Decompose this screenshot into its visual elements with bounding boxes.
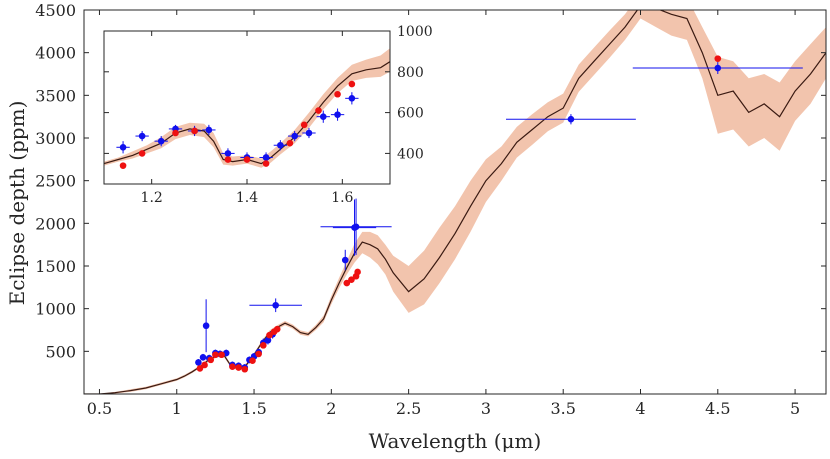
main-red-data-point [196,365,204,372]
inset-blue-data-point [157,137,165,145]
main-blue-data-point [567,115,575,123]
inset-y-tick-label: 800 [397,65,424,81]
inset-red-data-point [286,139,294,147]
main-red-data-point [249,357,256,365]
inset-x-tick-label: 1.6 [331,190,353,206]
main-x-tick-label: 2.5 [396,399,421,418]
main-x-tick-label: 3.5 [550,399,575,418]
main-blue-data-point [272,301,279,309]
main-red-data-point [266,331,273,339]
main-blue-data-point [264,336,272,344]
main-plot-area: 0.5 1 1.5 2 2.5 3 3.5 4 4.5 5 500 1000 1500 2000 2500 3… [35,1,827,418]
inset-blue-data-point [262,154,270,161]
inset-blue-data-point [138,132,146,140]
main-y-tick-label: 2500 [35,172,76,191]
main-blue-data-point [202,322,210,330]
inset-blue-data-point [334,111,341,118]
main-y-tick-label: 500 [45,342,76,361]
main-x-tick-label: 1.5 [241,399,266,418]
main-x-tick-label: 1 [172,399,182,418]
main-blue-data-point [714,64,722,72]
inset-model-uncertainty-band [104,48,390,168]
main-x-tick-label: 4 [635,399,645,418]
main-blue-data-point [341,256,349,264]
inset-red-data-point [172,129,179,137]
inset-y-tick-label: 400 [397,146,424,162]
main-x-tick-label: 3 [481,399,491,418]
main-red-data-point [255,350,262,358]
main-blue-data-point [199,354,207,361]
inset-y-tick-label: 1000 [397,24,433,40]
inset-red-data-point [243,156,251,163]
inset-plot-area: 1.2 1.4 1.6 400 600 800 1000 [103,24,433,206]
main-red-data-point [714,55,722,62]
y-axis-title: Eclipse depth (ppm) [5,101,29,306]
main-red-data-point [343,279,351,287]
main-red-data-point [218,351,225,359]
main-blue-data-point [352,223,360,231]
main-red-data-point [348,276,355,283]
inset-red-data-point [191,127,198,135]
main-red-data-point [229,363,236,370]
main-x-tick-label: 4.5 [705,399,730,418]
inset-blue-data-point [119,143,127,151]
inset-blue-data-point [319,113,327,120]
inset-red-data-point [262,160,270,167]
main-y-tick-label: 3000 [35,129,76,148]
main-y-tick-label: 4500 [35,1,76,20]
inset-red-data-point [348,80,356,88]
main-red-data-point [201,361,208,369]
inset-x-tick-label: 1.4 [236,190,258,206]
main-x-tick-label: 0.5 [87,399,112,418]
inset-plot-clip-group [104,48,390,169]
main-plot-clip-group [84,10,826,394]
inset-blue-data-point [305,129,313,137]
main-red-data-point [354,268,361,276]
inset-red-data-point [334,90,341,98]
main-x-tick-label: 5 [790,399,800,418]
main-y-tick-label: 1500 [35,257,76,276]
main-red-data-point [260,342,267,349]
main-red-data-point [235,364,242,371]
inset-red-data-point [300,121,308,129]
main-y-tick-label: 3500 [35,86,76,105]
inset-blue-data-point [205,126,213,134]
x-axis-title: Wavelength (μm) [369,429,542,453]
inset-blue-data-point [224,150,232,157]
inset-x-tick-label: 1.2 [141,190,163,206]
main-y-tick-label: 2000 [35,214,76,233]
main-red-data-point [212,351,219,359]
inset-blue-data-point [277,141,284,149]
main-y-tick-label: 4000 [35,44,76,63]
inset-blue-data-point [291,132,298,140]
inset-blue-data-point [348,95,356,102]
inset-red-data-point [138,150,146,157]
main-axes-frame [83,9,827,395]
main-red-data-point [273,325,281,333]
main-x-tick-label: 2 [326,399,336,418]
inset-red-data-point [224,156,232,163]
main-red-data-point [241,365,249,373]
inset-red-data-point [119,162,127,169]
main-red-data-point [207,356,215,364]
main-y-tick-label: 1000 [35,300,76,319]
inset-y-tick-label: 600 [397,106,424,122]
inset-red-data-point [315,107,322,114]
main-blue-data-point [195,359,202,366]
